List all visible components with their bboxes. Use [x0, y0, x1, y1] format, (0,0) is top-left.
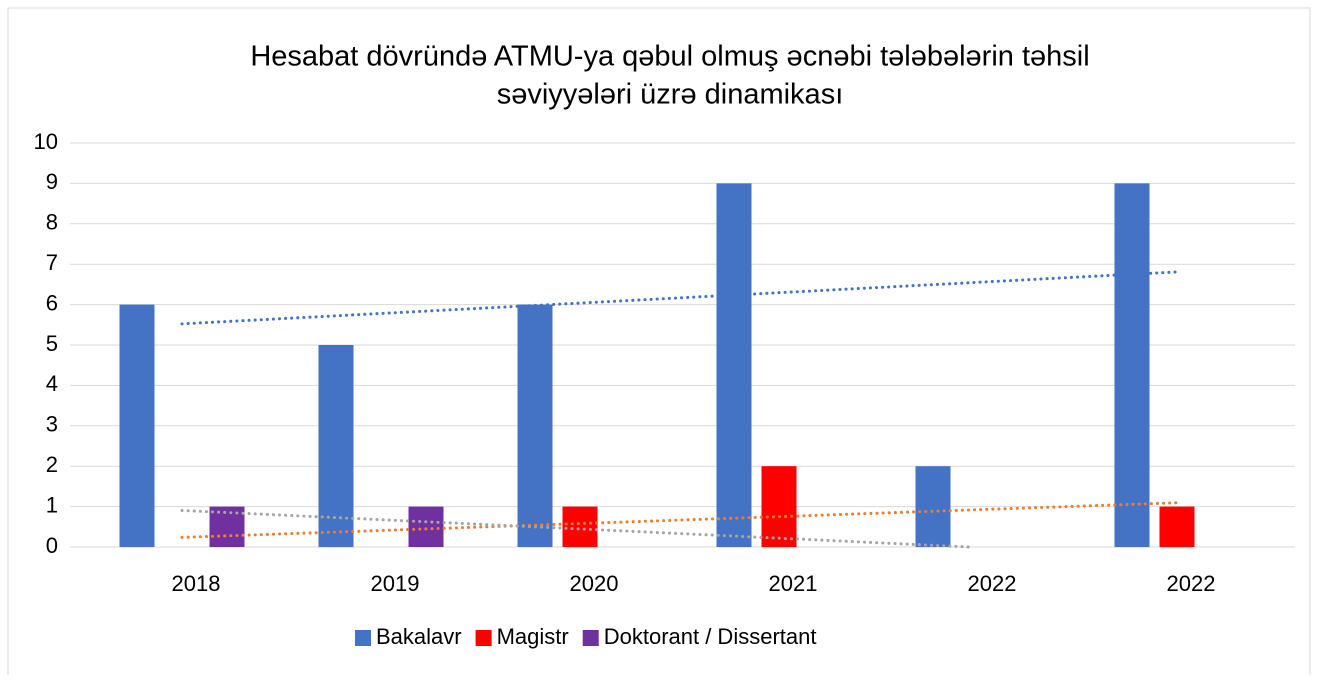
- legend-label: Doktorant / Dissertant: [604, 624, 817, 649]
- trendline: [180, 501, 1179, 539]
- bar: [716, 183, 752, 547]
- x-tick-label: 2018: [172, 571, 221, 596]
- chart-title: səviyyələri üzrə dinamikası: [497, 79, 844, 111]
- bar: [761, 466, 797, 547]
- legend-swatch: [475, 630, 492, 646]
- trendline: [180, 270, 1179, 326]
- x-tick-label: 2022: [1167, 571, 1216, 596]
- bar: [517, 304, 553, 547]
- bar: [1114, 183, 1150, 547]
- y-tick-label: 9: [46, 169, 58, 194]
- legend-swatch: [582, 630, 599, 646]
- legend-label: Bakalavr: [376, 624, 462, 649]
- bar: [408, 506, 444, 547]
- x-tick-label: 2021: [769, 571, 818, 596]
- legend-swatch: [355, 630, 371, 646]
- bar: [318, 345, 354, 547]
- chart-title: Hesabat dövründə ATMU-ya qəbul olmuş əcn…: [250, 41, 1089, 73]
- x-tick-label: 2019: [371, 571, 420, 596]
- legend-label: Magistr: [497, 624, 569, 649]
- bar: [915, 466, 951, 547]
- bar: [119, 304, 155, 547]
- y-tick-label: 0: [46, 533, 58, 558]
- y-tick-label: 8: [46, 210, 58, 235]
- x-tick-label: 2022: [968, 571, 1017, 596]
- bar: [1159, 506, 1195, 547]
- y-tick-label: 3: [46, 412, 58, 437]
- y-tick-label: 7: [46, 250, 58, 275]
- y-tick-label: 6: [46, 290, 58, 315]
- chart-border: [7, 7, 1311, 679]
- x-tick-label: 2020: [570, 571, 619, 596]
- y-tick-label: 10: [34, 129, 58, 154]
- y-tick-label: 4: [46, 371, 58, 396]
- bar: [209, 506, 245, 547]
- y-tick-label: 5: [46, 331, 58, 356]
- y-tick-label: 2: [46, 452, 58, 477]
- bar: [562, 506, 598, 547]
- y-tick-label: 1: [46, 492, 58, 517]
